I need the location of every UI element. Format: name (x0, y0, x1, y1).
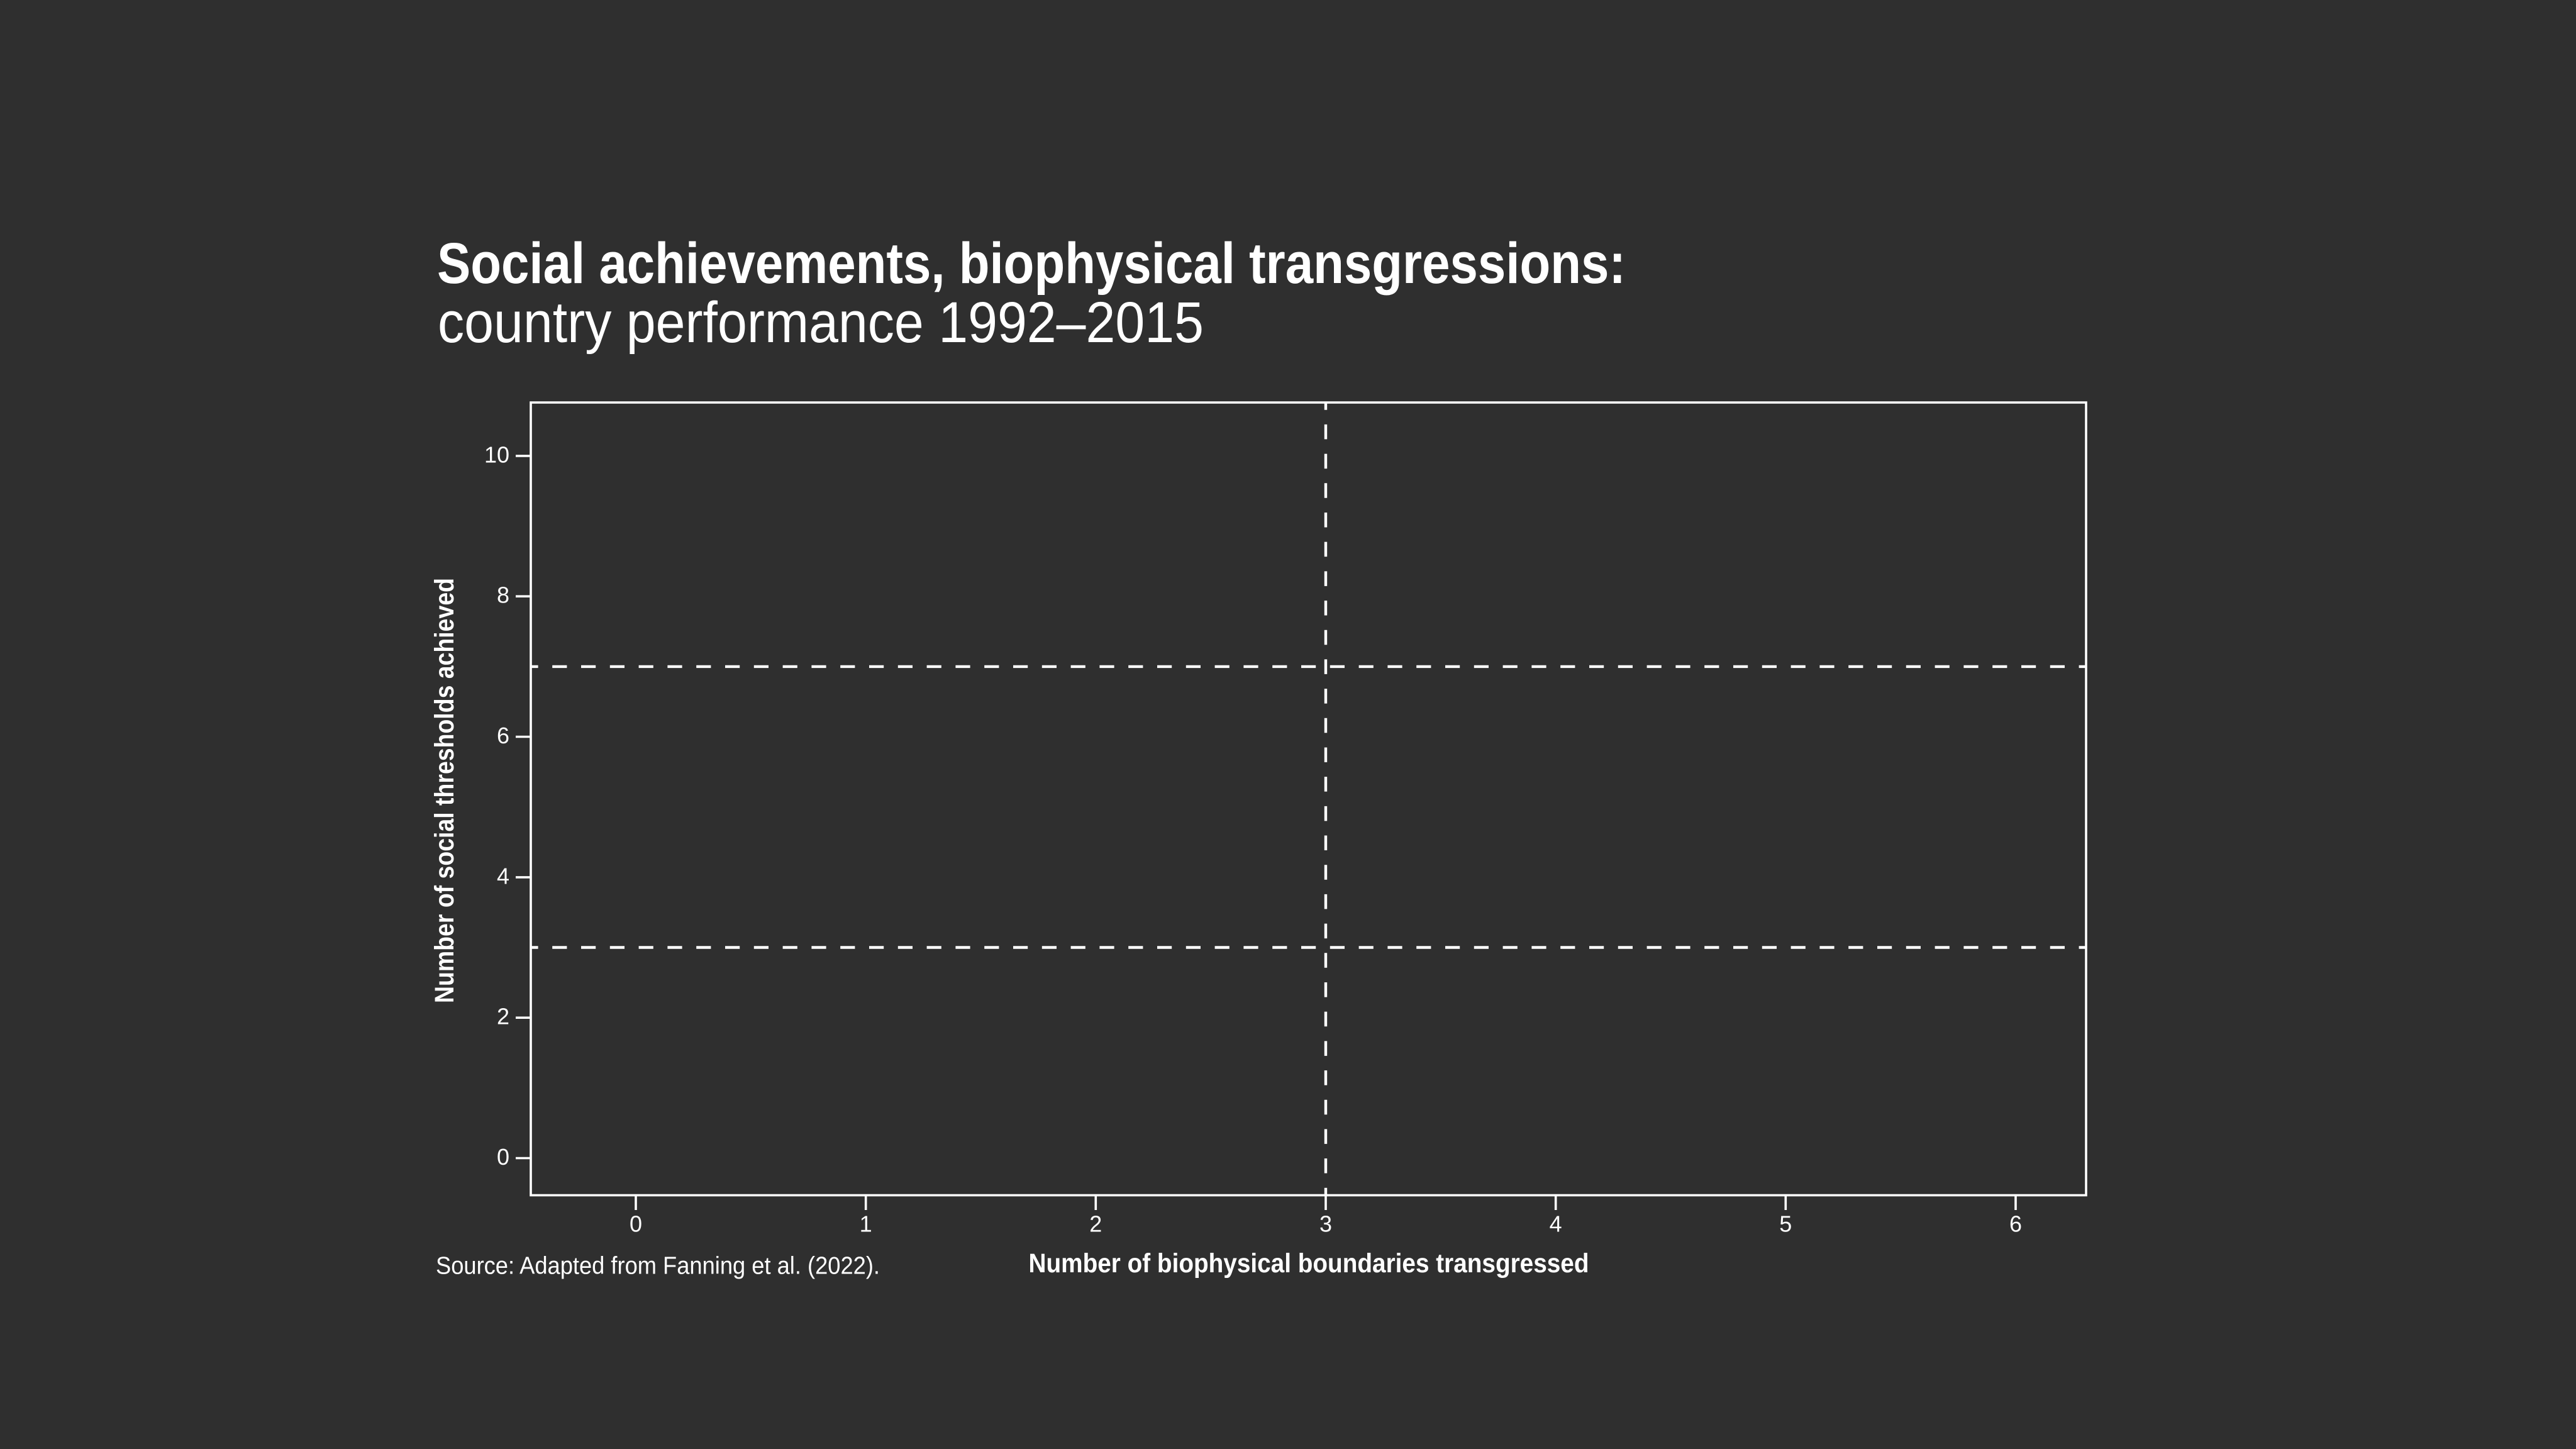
svg-text:Social achievements, biophysic: Social achievements, biophysical transgr… (437, 231, 1626, 296)
svg-text:5: 5 (1779, 1211, 1792, 1237)
svg-text:3: 3 (1319, 1211, 1332, 1237)
svg-text:Number of social thresholds ac: Number of social thresholds achieved (430, 578, 460, 1003)
svg-text:6: 6 (497, 723, 509, 748)
svg-text:4: 4 (497, 863, 509, 889)
svg-text:country performance 1992–2015: country performance 1992–2015 (438, 291, 1204, 355)
svg-text:0: 0 (630, 1211, 642, 1237)
svg-text:6: 6 (2009, 1211, 2022, 1237)
svg-text:10: 10 (484, 441, 509, 467)
svg-text:1: 1 (860, 1211, 872, 1237)
svg-text:Source: Adapted from Fanning e: Source: Adapted from Fanning et al. (202… (436, 1253, 880, 1280)
svg-text:Number of biophysical boundari: Number of biophysical boundaries transgr… (1029, 1248, 1589, 1279)
svg-text:8: 8 (497, 582, 509, 608)
svg-text:0: 0 (497, 1144, 509, 1170)
svg-text:4: 4 (1550, 1211, 1562, 1237)
svg-text:2: 2 (1089, 1211, 1102, 1237)
svg-text:2: 2 (497, 1004, 509, 1030)
